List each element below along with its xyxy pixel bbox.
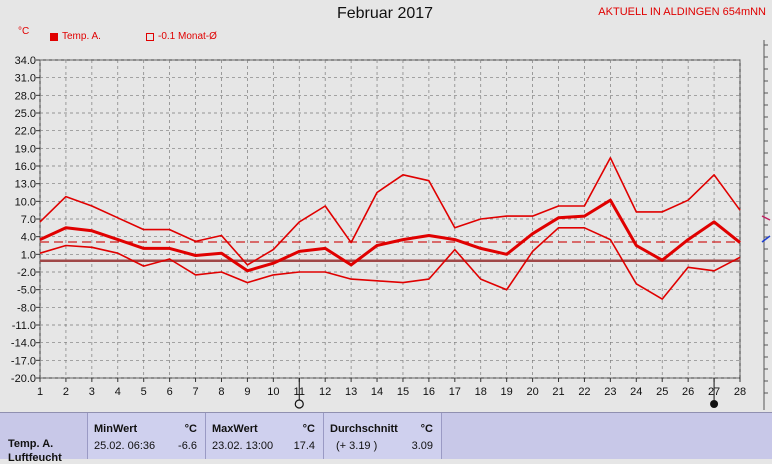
y-tick-label: 10.0	[15, 196, 36, 208]
x-tick-label: 8	[218, 386, 224, 398]
right-edge-decor	[761, 40, 771, 410]
filled-circle-marker	[710, 400, 719, 408]
temperature-chart: 34.031.028.025.022.019.016.013.010.07.04…	[11, 40, 771, 410]
x-tick-label: 28	[734, 386, 746, 398]
legend-item-avg: -0.1 Monat-Ø	[146, 31, 217, 42]
legend-item-temp: Temp. A.	[50, 31, 101, 42]
avg-value: 3.09	[411, 440, 433, 452]
min-unit: °C	[184, 423, 197, 435]
y-tick-label: 28.0	[15, 90, 36, 102]
x-axis: 1 2 3 4 5 6 7 8 9 10 11 12 13 14 15 16 17 18 19 20 21 22 23 24 2…	[37, 378, 746, 398]
max-value: 17.4	[293, 440, 315, 452]
max-unit: °C	[302, 423, 315, 435]
panel-empty-area	[442, 413, 772, 459]
y-axis: 34.0 31.0 28.0 25.0 22.0 19.0 16.0 13.0 10.0 7.0 4…	[11, 55, 40, 385]
min-header: MinWert	[94, 423, 138, 435]
y-tick-label: -2.0	[17, 267, 36, 279]
max-header: MaxWert	[212, 423, 258, 435]
avg-delta: (+ 3.19 )	[336, 440, 378, 452]
x-tick-label: 23	[604, 386, 616, 398]
series-lines	[39, 157, 741, 300]
x-tick-label: 25	[656, 386, 668, 398]
y-tick-label: 22.0	[15, 126, 36, 138]
x-tick-label: 18	[475, 386, 487, 398]
legend-swatch-empty	[146, 32, 154, 41]
x-tick-label: 20	[526, 386, 538, 398]
max-time: 23.02. 13:00	[212, 440, 274, 452]
x-tick-label: 24	[630, 386, 642, 398]
legend-label-temp: Temp. A.	[62, 31, 101, 42]
avg-unit: °C	[420, 423, 433, 435]
y-tick-label: -17.0	[11, 355, 36, 367]
open-circle-marker	[294, 399, 304, 409]
legend-swatch-filled	[50, 32, 58, 41]
y-tick-label: -11.0	[12, 320, 36, 332]
panel-avg-cell: Durchschnitt °C (+ 3.19 ) 3.09	[324, 413, 442, 459]
avg-header: Durchschnitt	[330, 423, 398, 435]
y-tick-label: 25.0	[15, 108, 36, 120]
x-tick-label: 1	[37, 386, 43, 398]
legend-label-avg: -0.1 Monat-Ø	[158, 31, 217, 42]
min-time: 25.02. 06:36	[94, 440, 156, 452]
y-axis-unit: °C	[18, 26, 30, 37]
y-tick-label: 19.0	[15, 143, 36, 155]
min-value: -6.6	[178, 440, 197, 452]
x-tick-label: 15	[397, 386, 409, 398]
y-tick-label: 1.0	[21, 249, 36, 261]
y-tick-label: -5.0	[17, 285, 36, 297]
x-tick-label: 9	[244, 386, 250, 398]
y-tick-label: -20.0	[11, 373, 36, 385]
x-tick-label: 3	[89, 386, 95, 398]
station-label: AKTUELL IN ALDINGEN 654mNN	[598, 6, 766, 18]
x-tick-label: 5	[141, 386, 147, 398]
x-tick-label: 13	[345, 386, 357, 398]
y-tick-label: 4.0	[21, 232, 36, 244]
day-markers	[294, 378, 719, 409]
x-tick-label: 22	[578, 386, 590, 398]
x-tick-label: 19	[501, 386, 513, 398]
y-tick-label: 31.0	[15, 73, 36, 85]
stats-panel: Temp. A. Luftfeucht MinWert °C 25.02. 06…	[0, 412, 772, 464]
x-tick-label: 14	[371, 386, 383, 398]
x-tick-label: 10	[267, 386, 279, 398]
panel-row-label-2: Luftfeucht	[8, 452, 62, 464]
panel-min-cell: MinWert °C 25.02. 06:36 -6.6	[88, 413, 206, 459]
x-tick-label: 4	[115, 386, 121, 398]
panel-max-cell: MaxWert °C 23.02. 13:00 17.4	[206, 413, 324, 459]
x-tick-label: 12	[319, 386, 331, 398]
y-tick-label: 13.0	[15, 179, 36, 191]
x-tick-label: 16	[423, 386, 435, 398]
x-tick-label: 26	[682, 386, 694, 398]
chart-grid	[39, 59, 741, 379]
x-tick-label: 21	[552, 386, 564, 398]
x-tick-label: 17	[449, 386, 461, 398]
chart-title: Februar 2017	[336, 5, 434, 22]
secondary-marker-red	[761, 215, 771, 221]
series-line-min	[39, 227, 741, 300]
x-tick-label: 7	[192, 386, 198, 398]
x-tick-label: 2	[63, 386, 69, 398]
series-line-max	[39, 157, 741, 266]
panel-row-labels: Temp. A. Luftfeucht	[0, 413, 88, 464]
secondary-marker-blue	[761, 235, 771, 243]
y-tick-label: -8.0	[17, 302, 36, 314]
y-tick-label: -14.0	[11, 338, 36, 350]
y-tick-label: 16.0	[15, 161, 36, 173]
panel-row-label: Temp. A.	[8, 438, 54, 450]
series-line-mean	[39, 198, 741, 273]
y-tick-label: 7.0	[21, 214, 36, 226]
x-tick-label: 6	[167, 386, 173, 398]
y-tick-label: 34.0	[15, 55, 36, 67]
